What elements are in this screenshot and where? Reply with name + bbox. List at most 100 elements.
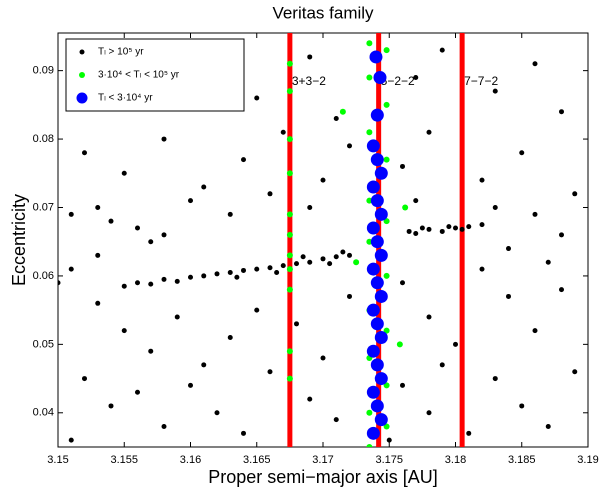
point (366, 344, 380, 358)
legend-marker (79, 72, 85, 78)
point (320, 355, 326, 361)
point (439, 362, 445, 368)
point (426, 129, 432, 135)
point (370, 399, 384, 413)
point (492, 204, 498, 210)
point (227, 270, 233, 276)
point (333, 417, 339, 423)
point (82, 150, 87, 156)
point (366, 385, 380, 399)
point (366, 444, 373, 447)
point (374, 166, 388, 180)
point (201, 362, 207, 368)
point (148, 239, 154, 245)
point (370, 317, 384, 331)
point (519, 150, 525, 156)
point (286, 231, 293, 238)
y-tick-label: 0.06 (33, 270, 54, 282)
point (532, 211, 538, 217)
legend-marker (79, 49, 85, 55)
point (95, 252, 101, 258)
point (532, 328, 538, 334)
point (286, 211, 293, 218)
point (95, 204, 101, 210)
point (300, 254, 306, 260)
point (366, 426, 380, 440)
point (280, 263, 286, 269)
point (254, 307, 260, 313)
plot-layer: 3+3−2 5−2−2 7−7−2 (58, 33, 578, 447)
point (366, 139, 380, 153)
point (492, 88, 498, 94)
point (545, 259, 551, 265)
point (320, 256, 326, 262)
point (148, 348, 154, 354)
point (227, 335, 233, 341)
point (459, 226, 465, 232)
point (413, 230, 419, 236)
point (396, 341, 403, 348)
point (340, 249, 346, 255)
point (374, 289, 388, 303)
point (572, 369, 578, 375)
point (82, 376, 87, 382)
point (383, 327, 390, 334)
y-tick-label: 0.05 (33, 338, 54, 350)
point (406, 228, 412, 234)
point (188, 274, 193, 280)
point (286, 88, 293, 95)
point (214, 410, 220, 416)
point (374, 372, 388, 386)
point (369, 50, 383, 64)
x-tick-label: 3.15 (47, 454, 68, 466)
x-tick-label: 3.165 (243, 454, 271, 466)
y-tick-label: 0.04 (33, 407, 54, 419)
point (58, 280, 61, 286)
point (383, 272, 390, 279)
legend-label: 3·10⁴ < Tₗ < 10⁵ yr (98, 70, 180, 81)
point (506, 246, 511, 252)
point (386, 437, 392, 443)
point (307, 259, 313, 265)
point (366, 180, 380, 194)
point (366, 409, 373, 416)
point (68, 211, 74, 217)
point (400, 163, 405, 169)
point (274, 270, 280, 276)
point (545, 423, 551, 429)
point (353, 259, 360, 266)
point (68, 266, 74, 272)
point (559, 109, 564, 115)
point (439, 47, 445, 53)
point (383, 423, 390, 430)
point (320, 177, 326, 183)
point (135, 225, 140, 231)
point (68, 437, 74, 443)
point (286, 286, 293, 293)
legend-marker (76, 92, 88, 104)
point (286, 348, 293, 355)
point (280, 129, 286, 135)
point (370, 194, 384, 208)
point (370, 358, 384, 372)
point (188, 382, 193, 388)
point (366, 74, 373, 81)
point (532, 61, 538, 67)
point (383, 47, 390, 54)
point (174, 314, 180, 320)
point (307, 204, 313, 210)
point (148, 281, 154, 287)
point (572, 191, 578, 197)
point (413, 74, 419, 80)
point (234, 274, 240, 280)
point (188, 198, 193, 204)
point (400, 382, 405, 388)
point (383, 218, 390, 225)
point (339, 108, 346, 115)
point (294, 321, 299, 327)
point (347, 252, 352, 258)
point (366, 129, 373, 136)
point (374, 413, 388, 427)
point (241, 430, 246, 436)
point (383, 101, 390, 108)
